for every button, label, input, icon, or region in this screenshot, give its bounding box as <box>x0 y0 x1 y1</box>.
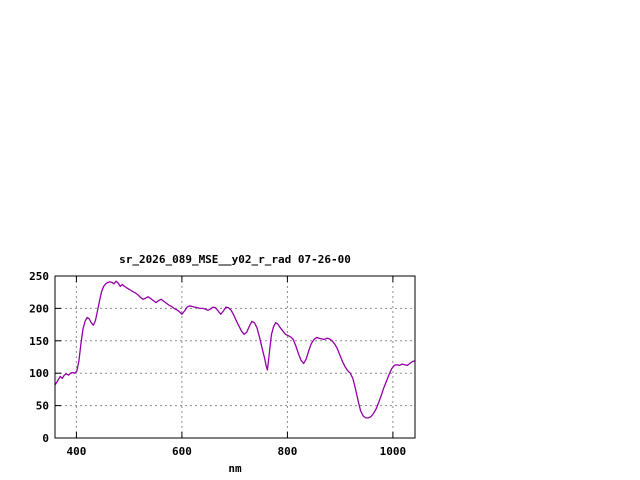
y-tick-label-100: 100 <box>29 367 49 380</box>
y-tick-labels: 250 200 150 100 50 0 <box>29 270 49 445</box>
y-tick-label-200: 200 <box>29 302 49 315</box>
chart-title: sr_2026_089_MSE__y02_r_rad 07-26-00 <box>119 253 351 266</box>
y-tick-label-0: 0 <box>42 432 49 445</box>
spectrum-data-line <box>54 280 416 419</box>
x-tick-label-800: 800 <box>277 445 297 458</box>
x-tick-labels: 400 600 800 1000 <box>66 445 406 458</box>
x-axis-ticks <box>75 276 394 438</box>
x-axis-label: nm <box>228 462 242 475</box>
y-tick-label-150: 150 <box>29 335 49 348</box>
plot-frame <box>54 275 416 439</box>
x-tick-label-1000: 1000 <box>380 445 407 458</box>
y-tick-label-50: 50 <box>36 400 49 413</box>
x-tick-label-400: 400 <box>66 445 86 458</box>
x-gridlines <box>75 276 394 438</box>
x-tick-label-600: 600 <box>172 445 192 458</box>
y-tick-label-250: 250 <box>29 270 49 283</box>
